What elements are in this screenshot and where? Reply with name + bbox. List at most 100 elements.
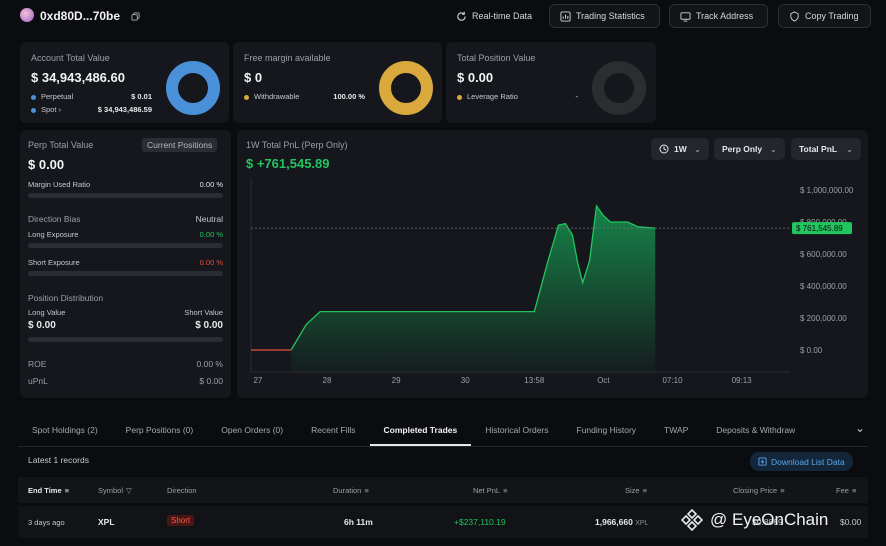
sort-icon: ≡ [503, 486, 508, 495]
col-symbol[interactable]: Symbol ▽ [98, 486, 132, 495]
short-exposure-row: Short Exposure 0.00 % [28, 258, 223, 267]
watermark-text: @ EyeOnChain [710, 510, 829, 529]
pnl-value: $ +761,545.89 [246, 156, 330, 171]
row-size-value: 1,966,660 [595, 517, 633, 527]
tab-twap[interactable]: TWAP [664, 425, 689, 435]
row-symbol[interactable]: XPL [98, 517, 115, 527]
tab-completed-trades[interactable]: Completed Trades [369, 416, 472, 446]
pnl-title: 1W Total PnL (Perp Only) [246, 140, 348, 150]
current-value-label: $ 761,545.89 [796, 224, 843, 233]
x-tick-label: 28 [323, 376, 332, 385]
clock-icon [659, 144, 669, 154]
scope-select[interactable]: Perp Only ⌄ [714, 138, 785, 160]
upnl-row: uPnL $ 0.00 [28, 376, 223, 386]
tab-historical-orders[interactable]: Historical Orders [485, 425, 549, 435]
margin-donut [379, 61, 433, 115]
period-value: 1W [674, 144, 687, 154]
free-margin-value: $ 0 [244, 70, 263, 85]
position-distribution-label: Position Distribution [28, 293, 104, 303]
short-exposure-label: Short Exposure [28, 258, 80, 267]
col-net-pnl-label: Net PnL [473, 486, 501, 495]
y-tick-label: $ 1,000,000.00 [800, 186, 854, 195]
withdrawable-row: Withdrawable 100.00 % [244, 92, 365, 101]
row-size-unit: XPL [635, 520, 649, 527]
watermark: @ EyeOnChain [680, 508, 828, 532]
col-size[interactable]: Size ≡ [625, 486, 647, 495]
tab-spot-holdings-2[interactable]: Spot Holdings (2) [32, 425, 98, 435]
roe-row: ROE 0.00 % [28, 359, 223, 369]
value-amounts-row: $ 0.00 $ 0.00 [28, 320, 223, 331]
roe-value: 0.00 % [196, 359, 223, 369]
pnl-chart: $ 1,000,000.00$ 800,000.00$ 600,000.00$ … [250, 178, 854, 385]
col-end-time[interactable]: End Time ≡ [28, 486, 69, 495]
x-tick-label: 07:10 [663, 376, 684, 385]
download-icon [758, 457, 767, 466]
row-size: 1,966,660 XPL [595, 517, 648, 527]
withdrawable-label: Withdrawable [254, 92, 300, 101]
position-donut [592, 61, 646, 115]
spot-row[interactable]: Spot › $ 34,943,486.59 [31, 105, 152, 114]
download-list-button[interactable]: Download List Data [750, 452, 853, 471]
leverage-dot [457, 94, 462, 100]
short-value-label: Short Value [184, 308, 223, 317]
trading-statistics-button[interactable]: Trading Statistics [549, 4, 660, 28]
tab-funding-history[interactable]: Funding History [576, 425, 637, 435]
long-exposure-value: 0.00 % [199, 230, 223, 239]
long-exposure-row: Long Exposure 0.00 % [28, 230, 223, 239]
long-exposure-label: Long Exposure [28, 230, 79, 239]
short-exposure-value: 0.00 % [199, 258, 223, 267]
tab-deposits-withdraw[interactable]: Deposits & Withdraw [716, 425, 796, 435]
col-closing-price[interactable]: Closing Price ≡ [733, 486, 785, 495]
trading-statistics-label: Trading Statistics [576, 11, 645, 21]
tab-recent-fills[interactable]: Recent Fills [311, 425, 356, 435]
upnl-label: uPnL [28, 376, 48, 386]
free-margin-card: Free margin available $ 0 Withdrawable 1… [233, 42, 442, 123]
tab-open-orders-0[interactable]: Open Orders (0) [221, 425, 284, 435]
tabs-expand-icon[interactable]: ⌄ [855, 421, 866, 435]
short-exposure-bar [28, 271, 223, 276]
col-net-pnl[interactable]: Net PnL ≡ [473, 486, 508, 495]
y-tick-label: $ 400,000.00 [800, 282, 847, 291]
col-duration[interactable]: Duration ≡ [333, 486, 369, 495]
chart-icon [560, 10, 571, 22]
col-fee-label: Fee [836, 486, 849, 495]
row-duration: 6h 11m [344, 517, 373, 527]
margin-used-row: Margin Used Ratio 0.00 % [28, 180, 223, 189]
pnl-line [290, 204, 656, 351]
short-value: $ 0.00 [195, 320, 223, 331]
period-select[interactable]: 1W ⌄ [651, 138, 709, 160]
x-tick-label: 13:58 [524, 376, 545, 385]
realtime-data-button[interactable]: Real-time Data [452, 4, 536, 28]
distribution-bar [28, 337, 223, 342]
track-address-button[interactable]: Track Address [669, 4, 768, 28]
long-value: $ 0.00 [28, 320, 56, 331]
sort-icon: ≡ [642, 486, 647, 495]
metric-select[interactable]: Total PnL ⌄ [791, 138, 861, 160]
total-position-value: $ 0.00 [457, 70, 494, 85]
spot-value: $ 34,943,486.59 [97, 105, 152, 114]
copy-icon[interactable] [130, 11, 140, 21]
roe-label: ROE [28, 359, 47, 369]
x-tick-label: 27 [253, 376, 262, 385]
copy-trading-button[interactable]: Copy Trading [778, 4, 871, 28]
margin-used-bar [28, 193, 223, 198]
col-fee[interactable]: Fee ≡ [836, 486, 856, 495]
table-row[interactable] [18, 506, 868, 538]
x-tick-label: 30 [461, 376, 470, 385]
perpetual-label: Perpetual [41, 92, 74, 101]
withdrawable-dot [244, 94, 249, 100]
col-direction: Direction [167, 486, 197, 495]
current-positions-button[interactable]: Current Positions [142, 138, 218, 152]
tab-perp-positions-0[interactable]: Perp Positions (0) [125, 425, 194, 435]
x-tick-label: Oct [597, 376, 610, 385]
download-label: Download List Data [771, 456, 845, 467]
free-margin-title: Free margin available [244, 53, 331, 63]
realtime-data-label: Real-time Data [472, 11, 533, 21]
filter-icon: ▽ [126, 486, 132, 495]
spot-label: Spot [41, 105, 57, 114]
perpetual-row: Perpetual $ 0.01 [31, 92, 152, 101]
monitor-icon [680, 11, 691, 22]
sort-icon: ≡ [364, 486, 369, 495]
metric-value: Total PnL [799, 144, 838, 154]
margin-used-label: Margin Used Ratio [28, 180, 91, 189]
